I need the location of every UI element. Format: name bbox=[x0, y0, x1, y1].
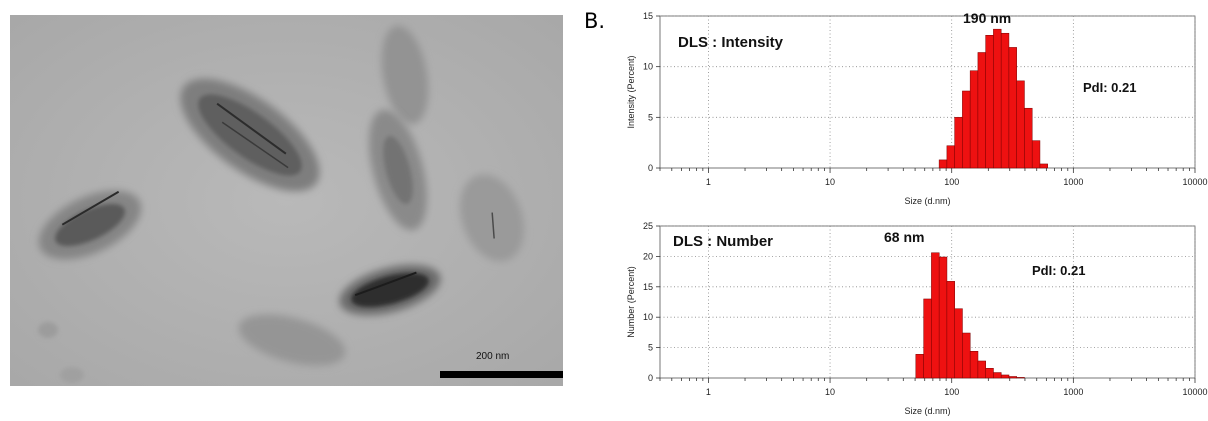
dls-mode-label: DLS : Intensity bbox=[678, 34, 784, 51]
histogram-bar bbox=[946, 281, 955, 379]
x-tick-label: 1 bbox=[706, 387, 711, 397]
x-tick-label: 100 bbox=[944, 177, 959, 187]
peak-size-label: 68 nm bbox=[884, 229, 924, 245]
particle-9 bbox=[60, 367, 84, 383]
histogram-bar bbox=[923, 298, 932, 379]
histogram-bar bbox=[1000, 32, 1010, 169]
particle-4 bbox=[369, 109, 427, 231]
particle-2 bbox=[38, 190, 142, 260]
y-axis-title: Number (Percent) bbox=[626, 266, 636, 338]
histogram-bar bbox=[954, 308, 963, 379]
histogram-bar bbox=[969, 350, 979, 379]
y-tick-label: 15 bbox=[643, 282, 653, 292]
y-tick-label: 15 bbox=[643, 11, 653, 21]
histogram-bar bbox=[1016, 80, 1025, 169]
peak-size-label: 190 nm bbox=[963, 10, 1011, 26]
histogram-bar bbox=[946, 145, 955, 169]
histogram-bar bbox=[915, 354, 924, 379]
x-tick-label: 10 bbox=[825, 177, 835, 187]
y-tick-label: 25 bbox=[643, 221, 653, 231]
y-tick-label: 0 bbox=[648, 163, 653, 173]
histogram-bar bbox=[1031, 140, 1041, 169]
x-tick-label: 1000 bbox=[1063, 177, 1083, 187]
particle-6 bbox=[339, 264, 441, 316]
histogram-bar bbox=[1000, 374, 1010, 379]
x-tick-label: 10000 bbox=[1182, 177, 1207, 187]
pdi-label: PdI: 0.21 bbox=[1032, 263, 1085, 278]
scale-bar bbox=[440, 371, 563, 378]
histogram-bar bbox=[938, 256, 948, 379]
pdi-label: PdI: 0.21 bbox=[1083, 80, 1136, 95]
histogram-bar bbox=[1008, 47, 1017, 169]
y-tick-label: 5 bbox=[648, 112, 653, 122]
histogram-bar bbox=[931, 252, 940, 379]
histogram-bar bbox=[969, 70, 979, 169]
particle-8 bbox=[38, 322, 58, 338]
histogram-bar bbox=[993, 28, 1002, 169]
x-tick-label: 10 bbox=[825, 387, 835, 397]
dls-mode-label: DLS : Number bbox=[673, 233, 773, 250]
x-tick-label: 100 bbox=[944, 387, 959, 397]
scale-bar-label: 200 nm bbox=[476, 351, 509, 362]
tem-panel: A. bbox=[10, 15, 563, 386]
y-tick-label: 20 bbox=[643, 251, 653, 261]
x-axis-title: Size (d.nm) bbox=[904, 196, 950, 206]
histogram-bar bbox=[962, 332, 971, 379]
histogram-bar bbox=[993, 372, 1002, 379]
x-tick-label: 10000 bbox=[1182, 387, 1207, 397]
particle-3 bbox=[381, 25, 429, 125]
y-tick-label: 10 bbox=[643, 312, 653, 322]
histogram-bar bbox=[1016, 377, 1025, 379]
panel-b-label: B. bbox=[584, 9, 605, 33]
dls-number-chart: 0 5 10 15 20 25 1 10 100 1000 10000 Size (d.nm) Numb… bbox=[626, 221, 1208, 416]
y-tick-label: 10 bbox=[643, 62, 653, 72]
histogram-bar bbox=[962, 90, 971, 169]
histogram-bar bbox=[1024, 107, 1033, 169]
y-tick-label: 5 bbox=[648, 343, 653, 353]
histogram-bar bbox=[938, 159, 948, 169]
particle-5 bbox=[459, 174, 525, 262]
histogram-bar bbox=[985, 368, 994, 379]
x-axis-title: Size (d.nm) bbox=[904, 406, 950, 416]
y-tick-label: 0 bbox=[648, 373, 653, 383]
histogram-bar bbox=[977, 360, 986, 379]
histogram-bar bbox=[1008, 376, 1017, 379]
x-tick-label: 1000 bbox=[1063, 387, 1083, 397]
particle-1 bbox=[180, 78, 320, 192]
plot-frame bbox=[659, 15, 1196, 169]
histogram-bar bbox=[954, 117, 963, 169]
histogram-bar bbox=[977, 52, 986, 169]
histogram-bar bbox=[1039, 163, 1048, 169]
y-axis-title: Intensity (Percent) bbox=[626, 55, 636, 128]
histogram-bar bbox=[985, 35, 994, 169]
particle-7 bbox=[238, 314, 346, 366]
x-tick-label: 1 bbox=[706, 177, 711, 187]
dls-intensity-chart: 0 5 10 15 1 10 100 1000 10000 Size (d.nm) Intensit… bbox=[626, 10, 1208, 206]
